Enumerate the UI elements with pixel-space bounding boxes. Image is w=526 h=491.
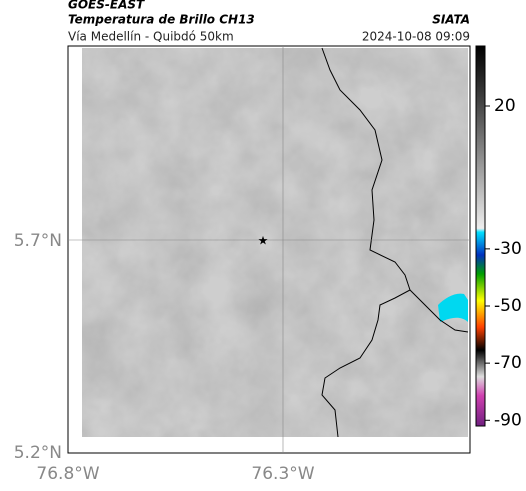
cold-cloud (438, 293, 468, 322)
lon-label: 76.3°W (251, 464, 314, 484)
colorbar-tick-label: -90 (494, 410, 522, 430)
source: SIATA (432, 13, 470, 27)
lon-label: 76.8°W (36, 464, 99, 484)
lat-label: 5.2°N (14, 443, 62, 463)
colorbar-tick-label: -50 (494, 296, 522, 316)
boundary (321, 47, 411, 438)
boundary (409, 289, 469, 333)
datetime: 2024-10-08 09:09 (362, 30, 470, 44)
lat-label: 5.7°N (14, 231, 62, 251)
colorbar-tick-label: -30 (494, 239, 522, 259)
title: GOES-EAST (68, 0, 145, 12)
colorbar (475, 45, 486, 427)
colorbar-tick-label: -70 (494, 353, 522, 373)
colorbar-tick-label: 20 (494, 96, 516, 116)
location-star: ★ (258, 234, 269, 248)
cloud-texture (82, 48, 468, 437)
subtitle: Temperatura de Brillo CH13 (68, 13, 255, 27)
route: Vía Medellín - Quibdó 50km (68, 30, 234, 44)
